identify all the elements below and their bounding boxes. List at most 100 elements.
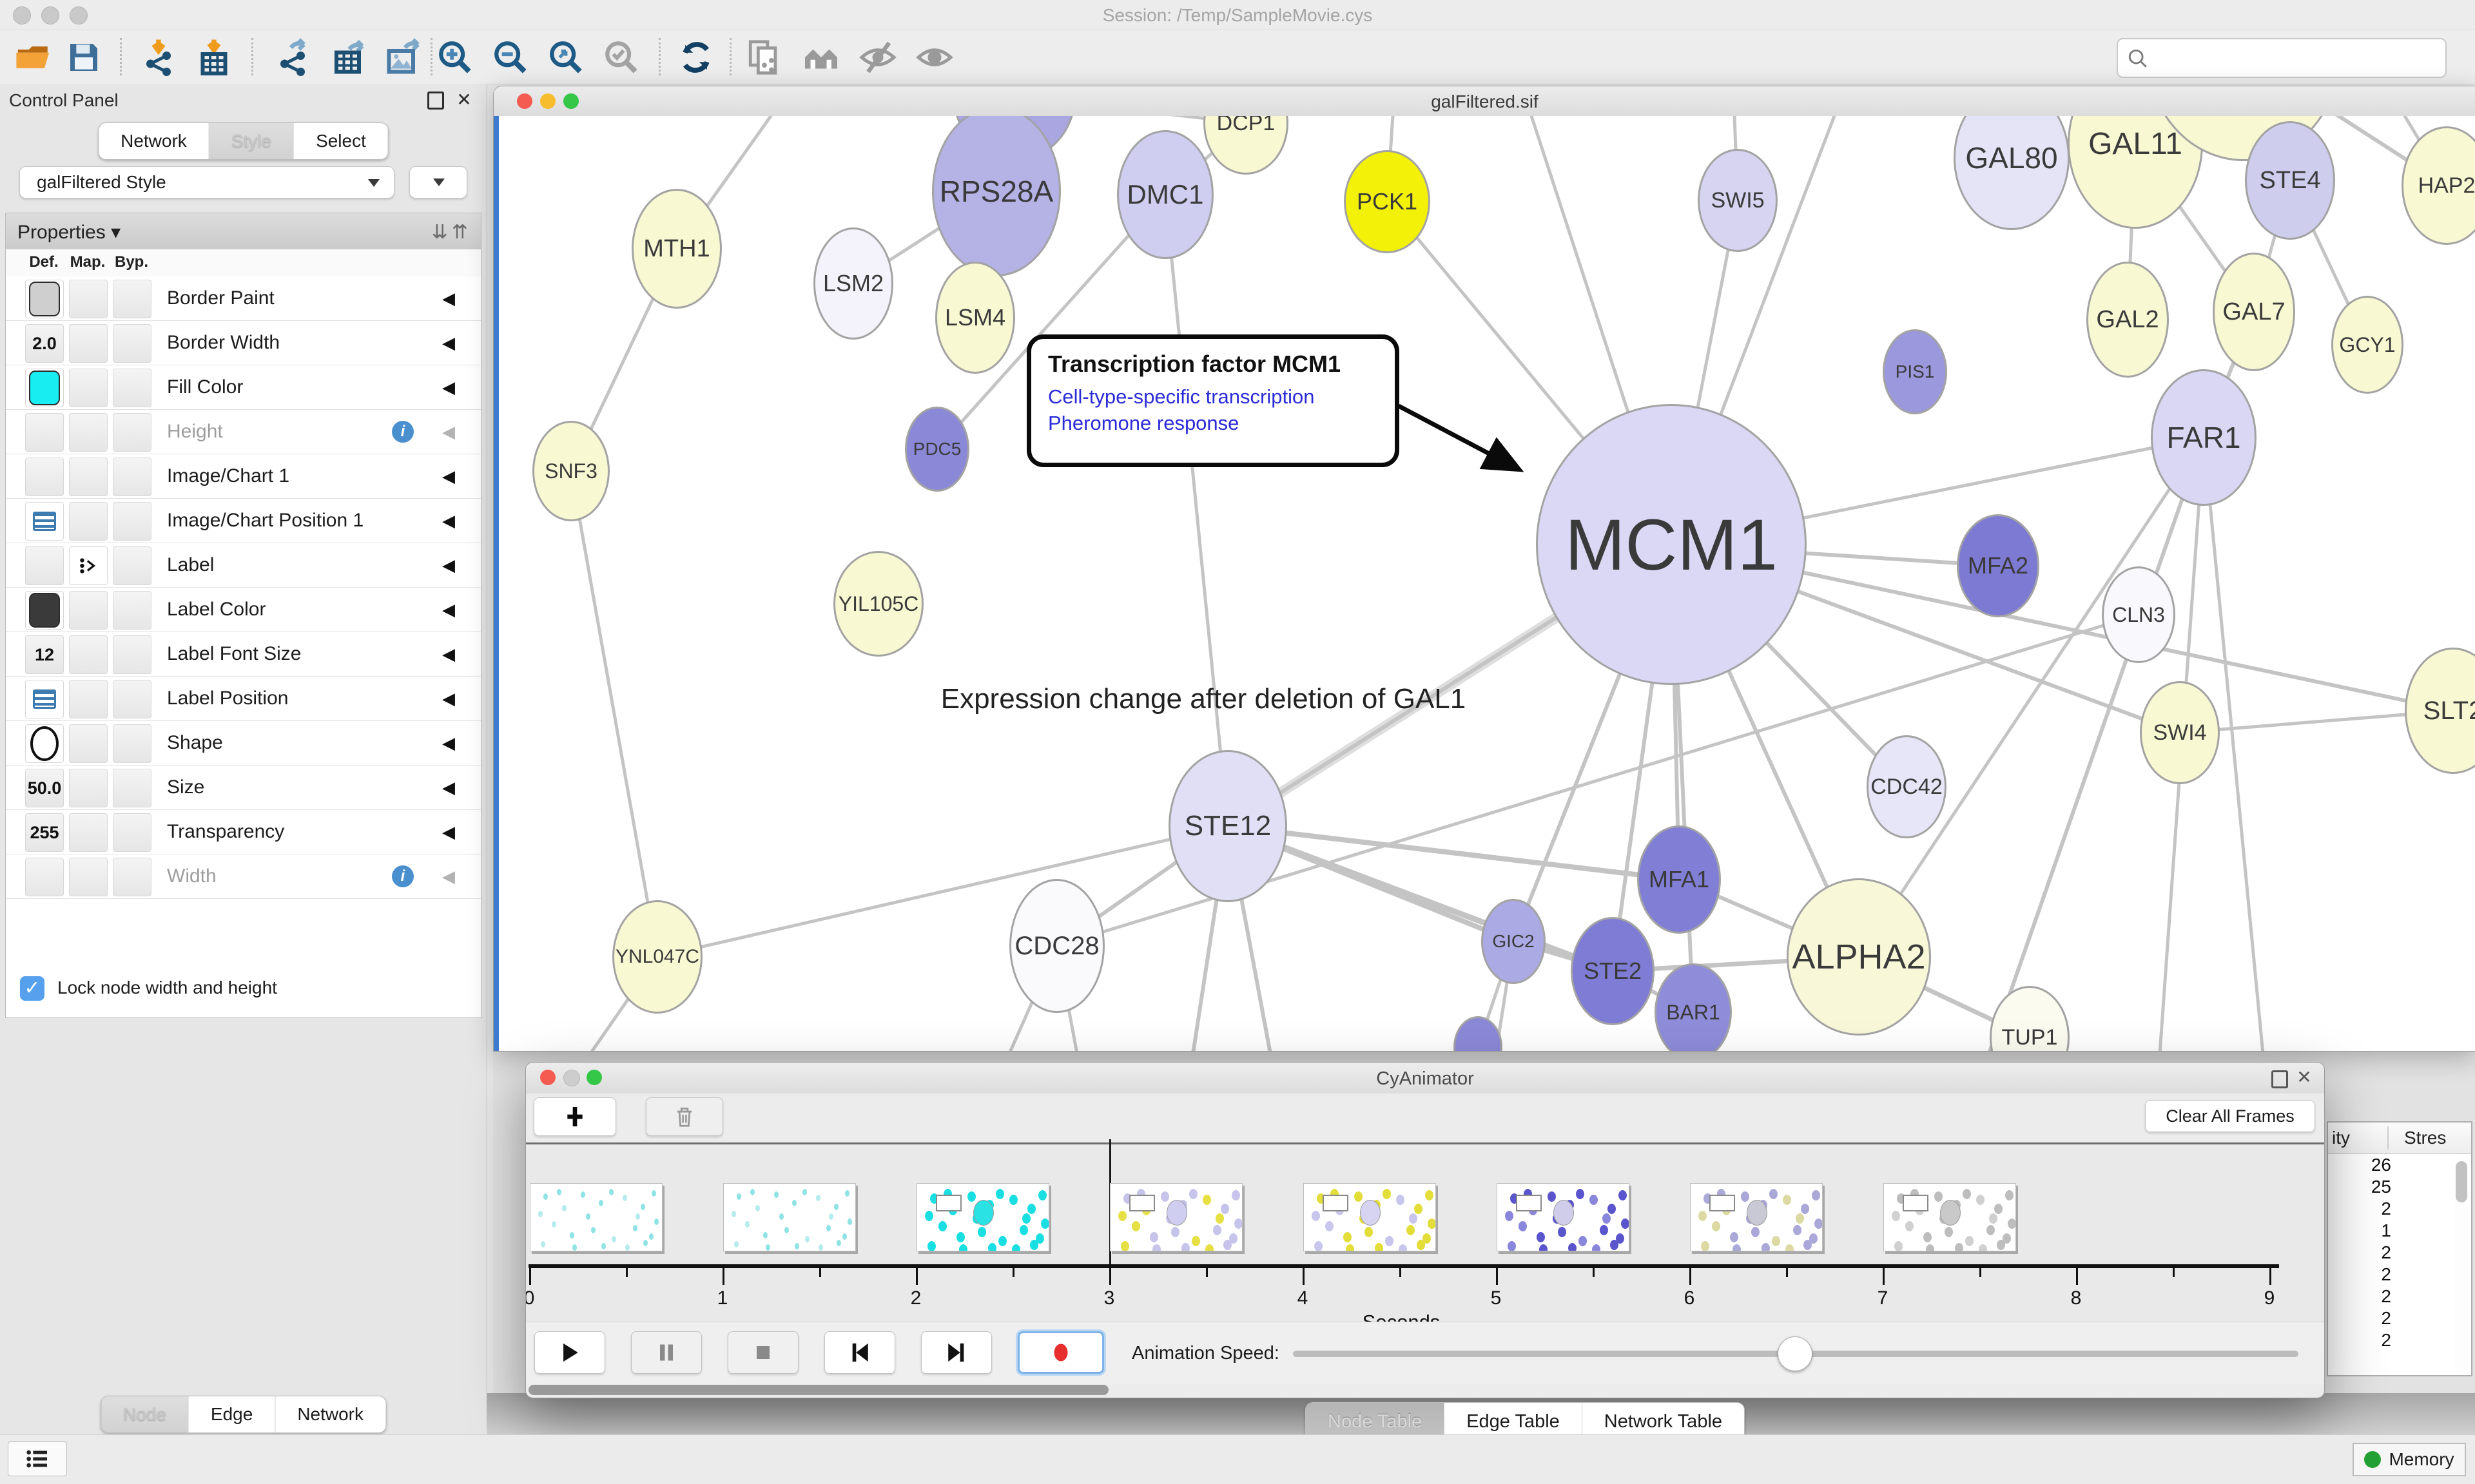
expand-row-arrow-icon[interactable]: ◀ (442, 733, 455, 753)
style-options-button[interactable] (409, 166, 467, 198)
network-canvas[interactable]: DCP1 RPS28A DMC1 PCK1 SWI5 GAL80 GAL11 STE4 HAP2… (494, 116, 2475, 1051)
expand-row-arrow-icon[interactable]: ◀ (442, 867, 455, 886)
property-row-image-chart-position-1[interactable]: Image/Chart Position 1 ◀ (6, 499, 481, 543)
table-row[interactable]: 25 (2371, 1177, 2391, 1197)
zoom-out-button[interactable] (489, 35, 532, 79)
property-row-image-chart-1[interactable]: Image/Chart 1 ◀ (6, 454, 481, 499)
annotation-link[interactable]: Cell-type-specific transcription (1048, 385, 1315, 408)
play-button[interactable] (534, 1331, 605, 1374)
expand-row-arrow-icon[interactable]: ◀ (442, 511, 455, 530)
def-cell[interactable] (25, 591, 64, 630)
map-cell[interactable] (69, 813, 108, 852)
network-node-cdc28[interactable]: CDC28 (1009, 879, 1105, 1013)
float-panel-icon[interactable] (2271, 1070, 2288, 1088)
expand-row-arrow-icon[interactable]: ◀ (442, 822, 455, 842)
network-node-ste12[interactable]: STE12 (1169, 750, 1287, 902)
network-node-yil105c[interactable]: YIL105C (833, 551, 924, 657)
network-edge[interactable] (1988, 436, 2206, 1051)
network-node-ynl047c[interactable]: YNL047C (612, 900, 703, 1014)
network-edge[interactable] (935, 193, 1167, 451)
property-row-shape[interactable]: Shape ◀ (6, 721, 481, 766)
network-node-mth1[interactable]: MTH1 (632, 189, 722, 309)
network-node-alpha2[interactable]: ALPHA2 (1787, 878, 1931, 1036)
network-node-ste2[interactable]: STE2 (1571, 917, 1655, 1025)
byp-cell[interactable] (113, 591, 151, 630)
def-cell[interactable] (25, 724, 64, 763)
property-row-transparency[interactable]: 255 Transparency ◀ (6, 810, 481, 854)
byp-cell[interactable] (113, 280, 151, 318)
lock-checkbox[interactable]: ✓ (20, 976, 44, 1001)
def-cell[interactable] (25, 369, 64, 407)
network-node-mfa1[interactable]: MFA1 (1637, 825, 1721, 934)
tab-node-table[interactable]: Node Table (1306, 1403, 1445, 1440)
network-node-gal7[interactable]: GAL7 (2213, 253, 2295, 371)
map-cell[interactable] (69, 546, 108, 585)
cyanimator-titlebar[interactable]: CyAnimator ✕ (526, 1063, 2324, 1094)
expand-row-arrow-icon[interactable]: ◀ (442, 555, 455, 575)
float-panel-icon[interactable] (427, 92, 444, 110)
map-cell[interactable] (69, 680, 108, 718)
zoom-window-button[interactable] (70, 6, 88, 24)
network-node-snf3[interactable]: SNF3 (532, 421, 610, 521)
def-cell[interactable]: 2.0 (25, 324, 64, 363)
tab-select[interactable]: Select (294, 123, 388, 159)
column-header-stres[interactable]: Stres (2404, 1128, 2447, 1148)
zoom-selected-button[interactable] (599, 35, 643, 79)
network-node-gal2[interactable]: GAL2 (2086, 262, 2169, 378)
map-cell[interactable] (69, 413, 108, 452)
expand-row-arrow-icon[interactable]: ◀ (442, 422, 455, 441)
byp-cell[interactable] (113, 680, 151, 718)
def-cell[interactable]: 50.0 (25, 769, 64, 807)
table-scrollbar[interactable] (2454, 1157, 2469, 1370)
network-node-mfa2[interactable]: MFA2 (1957, 514, 2039, 617)
property-row-border-width[interactable]: 2.0 Border Width ◀ (6, 321, 481, 365)
stop-button[interactable] (728, 1331, 799, 1374)
home-view-button[interactable] (799, 35, 843, 79)
def-cell[interactable] (25, 680, 64, 718)
property-row-border-paint[interactable]: Border Paint ◀ (6, 276, 481, 321)
network-node-bar1[interactable]: BAR1 (1655, 963, 1732, 1051)
byp-cell[interactable] (113, 413, 151, 452)
network-node-pdc5[interactable]: PDC5 (905, 407, 969, 492)
map-cell[interactable] (69, 324, 108, 363)
minimize-window-button[interactable] (41, 6, 59, 24)
network-node-pck1[interactable]: PCK1 (1344, 150, 1430, 253)
network-node-lsm4[interactable]: LSM4 (935, 262, 1015, 374)
close-window-button[interactable] (13, 6, 31, 24)
network-node-pis1[interactable]: PIS1 (1883, 329, 1947, 414)
def-cell[interactable] (25, 280, 64, 318)
annotation-box[interactable]: Transcription factor MCM1 Cell-type-spec… (1027, 334, 1399, 467)
clear-all-frames-button[interactable]: Clear All Frames (2145, 1100, 2315, 1132)
byp-cell[interactable] (113, 502, 151, 541)
byp-cell[interactable] (113, 724, 151, 763)
map-cell[interactable] (69, 458, 108, 496)
zoom-in-button[interactable] (433, 35, 477, 79)
expand-collapse-icons[interactable]: ⇊⇈ (431, 222, 472, 243)
map-cell[interactable] (69, 369, 108, 407)
zoom-fit-button[interactable] (544, 35, 588, 79)
byp-cell[interactable] (113, 458, 151, 496)
map-cell[interactable] (69, 591, 108, 630)
close-window-button[interactable] (517, 93, 532, 109)
network-node-rps28a[interactable]: RPS28A (932, 116, 1061, 276)
expand-row-arrow-icon[interactable]: ◀ (442, 600, 455, 619)
map-cell[interactable] (69, 502, 108, 541)
tab-edge-table[interactable]: Edge Table (1444, 1403, 1582, 1440)
frame-thumbnail-3[interactable] (917, 1183, 1049, 1251)
property-row-width[interactable]: Width i ◀ (6, 854, 481, 899)
def-cell[interactable] (25, 858, 64, 896)
panel-divider-highlight[interactable] (494, 116, 499, 1051)
property-row-size[interactable]: 50.0 Size ◀ (6, 766, 481, 810)
expand-row-arrow-icon[interactable]: ◀ (442, 289, 455, 308)
property-row-label-color[interactable]: Label Color ◀ (6, 588, 481, 632)
property-row-label-font-size[interactable]: 12 Label Font Size ◀ (6, 632, 481, 677)
def-cell[interactable]: 255 (25, 813, 64, 852)
record-button[interactable] (1018, 1331, 1104, 1374)
minimize-window-button[interactable] (540, 93, 556, 109)
import-network-button[interactable] (137, 35, 180, 79)
expand-row-arrow-icon[interactable]: ◀ (442, 644, 455, 664)
tab-network-style[interactable]: Network (275, 1396, 386, 1432)
minimize-window-button[interactable] (563, 1070, 580, 1086)
add-frame-button[interactable] (534, 1097, 616, 1136)
property-row-fill-color[interactable]: Fill Color ◀ (6, 365, 481, 410)
